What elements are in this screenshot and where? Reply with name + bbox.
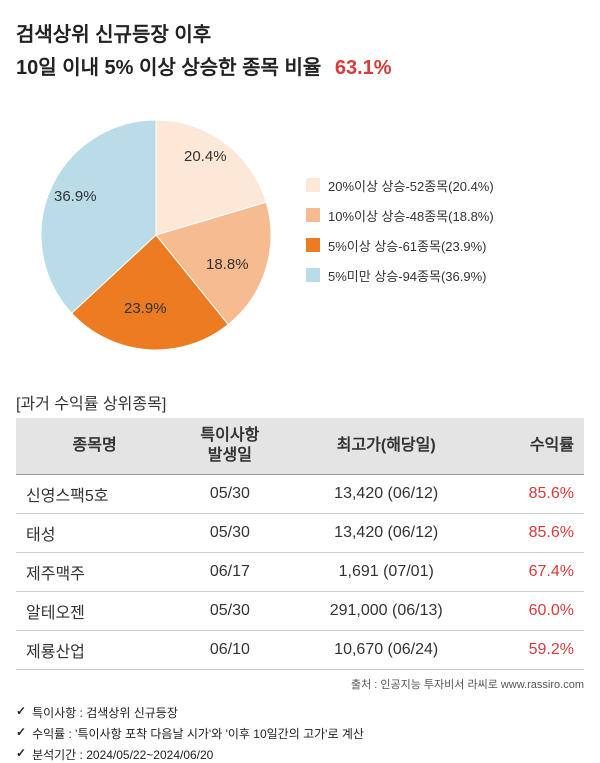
cell-name: 알테오젠 (16, 592, 173, 631)
returns-table: 종목명 특이사항 발생일 최고가(해당일) 수익률 신영스팩5호05/3013,… (16, 418, 584, 670)
col-date: 특이사항 발생일 (173, 418, 286, 475)
cell-name: 신영스팩5호 (16, 475, 173, 514)
chart-row: 20.4%18.8%23.9%36.9% 20%이상 상승-52종목(20.4%… (16, 90, 584, 370)
cell-date: 06/10 (173, 631, 286, 670)
cell-name: 제룡산업 (16, 631, 173, 670)
cell-high: 10,670 (06/24) (286, 631, 486, 670)
cell-high: 291,000 (06/13) (286, 592, 486, 631)
legend-item-2: 5%이상 상승-61종목(23.9%) (306, 236, 494, 255)
cell-high: 13,420 (06/12) (286, 475, 486, 514)
col-high: 최고가(해당일) (286, 418, 486, 475)
cell-name: 태성 (16, 514, 173, 553)
footnote-text: 분석기간 : 2024/05/22~2024/06/20 (32, 746, 213, 763)
legend-swatch (306, 208, 320, 222)
legend-swatch (306, 238, 320, 252)
footnote-text: 특이사항 : 검색상위 신규등장 (32, 704, 178, 721)
table-row: 제주맥주06/171,691 (07/01)67.4% (16, 553, 584, 592)
legend-swatch (306, 268, 320, 282)
cell-name: 제주맥주 (16, 553, 173, 592)
page-title: 검색상위 신규등장 이후 10일 이내 5% 이상 상승한 종목 비율 63.1… (16, 18, 584, 80)
title-line1: 검색상위 신규등장 이후 (16, 18, 584, 47)
cell-return: 67.4% (486, 553, 584, 592)
footnote-2: ✓ 분석기간 : 2024/05/22~2024/06/20 (16, 746, 584, 763)
table-section-label: [과거 수익률 상위종목] (16, 390, 584, 414)
check-icon: ✓ (16, 746, 26, 760)
legend-text: 5%이상 상승-61종목(23.9%) (328, 236, 486, 255)
source-text: 출처 : 인공지능 투자비서 라씨로 www.rassiro.com (16, 676, 584, 692)
col-name: 종목명 (16, 418, 173, 475)
legend-item-0: 20%이상 상승-52종목(20.4%) (306, 176, 494, 195)
cell-date: 05/30 (173, 514, 286, 553)
cell-high: 13,420 (06/12) (286, 514, 486, 553)
cell-return: 59.2% (486, 631, 584, 670)
legend-swatch (306, 178, 320, 192)
footnotes: ✓ 특이사항 : 검색상위 신규등장 ✓ 수익률 : '특이사항 포착 다음날 시가'… (16, 704, 584, 763)
table-row: 제룡산업06/1010,670 (06/24)59.2% (16, 631, 584, 670)
pie-chart: 20.4%18.8%23.9%36.9% (16, 90, 296, 370)
legend-text: 10%이상 상승-48종목(18.8%) (328, 206, 494, 225)
legend-item-3: 5%미만 상승-94종목(36.9%) (306, 266, 494, 285)
cell-return: 60.0% (486, 592, 584, 631)
legend-text: 20%이상 상승-52종목(20.4%) (328, 176, 494, 195)
table-row: 알테오젠05/30291,000 (06/13)60.0% (16, 592, 584, 631)
check-icon: ✓ (16, 704, 26, 718)
check-icon: ✓ (16, 725, 26, 739)
title-line2-text: 10일 이내 5% 이상 상승한 종목 비율 (16, 57, 321, 79)
cell-date: 06/17 (173, 553, 286, 592)
legend-item-1: 10%이상 상승-48종목(18.8%) (306, 206, 494, 225)
footnote-text: 수익률 : '특이사항 포착 다음날 시가'와 '이후 10일간의 고가'로 계… (32, 725, 364, 742)
cell-date: 05/30 (173, 475, 286, 514)
footnote-0: ✓ 특이사항 : 검색상위 신규등장 (16, 704, 584, 721)
title-line2: 10일 이내 5% 이상 상승한 종목 비율 63.1% (16, 51, 584, 80)
table-header-row: 종목명 특이사항 발생일 최고가(해당일) 수익률 (16, 418, 584, 475)
col-return: 수익률 (486, 418, 584, 475)
table-row: 태성05/3013,420 (06/12)85.6% (16, 514, 584, 553)
cell-return: 85.6% (486, 475, 584, 514)
table-row: 신영스팩5호05/3013,420 (06/12)85.6% (16, 475, 584, 514)
cell-high: 1,691 (07/01) (286, 553, 486, 592)
cell-return: 85.6% (486, 514, 584, 553)
title-highlight: 63.1% (335, 57, 392, 79)
legend: 20%이상 상승-52종목(20.4%) 10%이상 상승-48종목(18.8%)… (306, 165, 494, 296)
legend-text: 5%미만 상승-94종목(36.9%) (328, 266, 486, 285)
footnote-1: ✓ 수익률 : '특이사항 포착 다음날 시가'와 '이후 10일간의 고가'로 … (16, 725, 584, 742)
cell-date: 05/30 (173, 592, 286, 631)
